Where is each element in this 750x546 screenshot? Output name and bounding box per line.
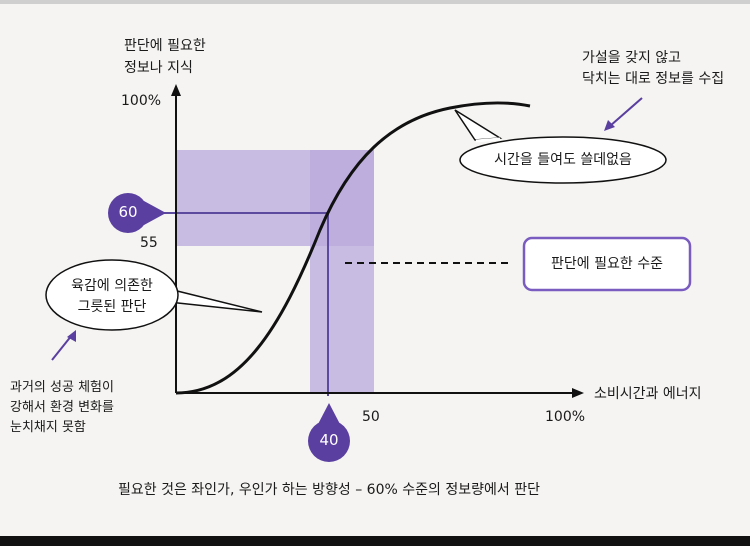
y-tick-55: 55 [140, 235, 158, 251]
information-curve [175, 101, 531, 395]
note-arrow-bottom-left [51, 334, 73, 361]
intuition-callout-line1: 육감에 의존한 [71, 278, 153, 294]
note-bottom-left-line1: 과거의 성공 체험이 [10, 380, 114, 395]
note-top-right-line1: 가설을 갖지 않고 [582, 50, 682, 66]
note-bottom-left-line3: 눈치채지 못함 [10, 420, 86, 435]
note-arrow-top-right [609, 97, 643, 127]
top-border [0, 0, 750, 4]
needed-level-callout-text: 판단에 필요한 수준 [551, 256, 663, 272]
waste-callout-tail [454, 109, 503, 141]
intuition-callout-line2: 그릇된 판단 [77, 299, 147, 315]
x-tick-100: 100% [545, 409, 586, 425]
x-tick-50: 50 [362, 409, 380, 425]
marker-60-pointer [144, 201, 166, 225]
bottom-border [0, 536, 750, 546]
vertical-band [310, 150, 374, 393]
waste-callout-bubble [459, 136, 667, 184]
note-top-right-line2: 닥치는 대로 정보를 수집 [582, 71, 725, 87]
needed-level-callout-box [522, 236, 692, 292]
y-tick-100: 100% [121, 93, 162, 109]
marker-40-circle [308, 420, 350, 462]
note-arrow-bottom-left-head-icon [67, 330, 76, 342]
x-marker-40-label: 40 [319, 431, 339, 449]
y-axis-label-line2: 정보나 지식 [124, 60, 193, 76]
x-axis-label: 소비시간과 에너지 [594, 386, 702, 402]
waste-callout-text: 시간을 들여도 쓸데없음 [494, 152, 632, 168]
caption: 필요한 것은 좌인가, 우인가 하는 방향성 – 60% 수준의 정보량에서 판… [118, 482, 540, 498]
marker-40-pointer [316, 403, 342, 428]
note-bottom-left-line2: 강해서 환경 변화를 [10, 400, 114, 415]
y-marker-60-label: 60 [118, 203, 138, 221]
note-arrow-top-right-head-icon [604, 120, 615, 131]
y-axis-arrow-icon [171, 84, 181, 96]
x-axis-arrow-icon [572, 388, 584, 398]
y-axis-label-line1: 판단에 필요한 [124, 38, 206, 54]
marker-60-circle [108, 193, 148, 233]
intuition-callout-bubble [45, 259, 179, 331]
